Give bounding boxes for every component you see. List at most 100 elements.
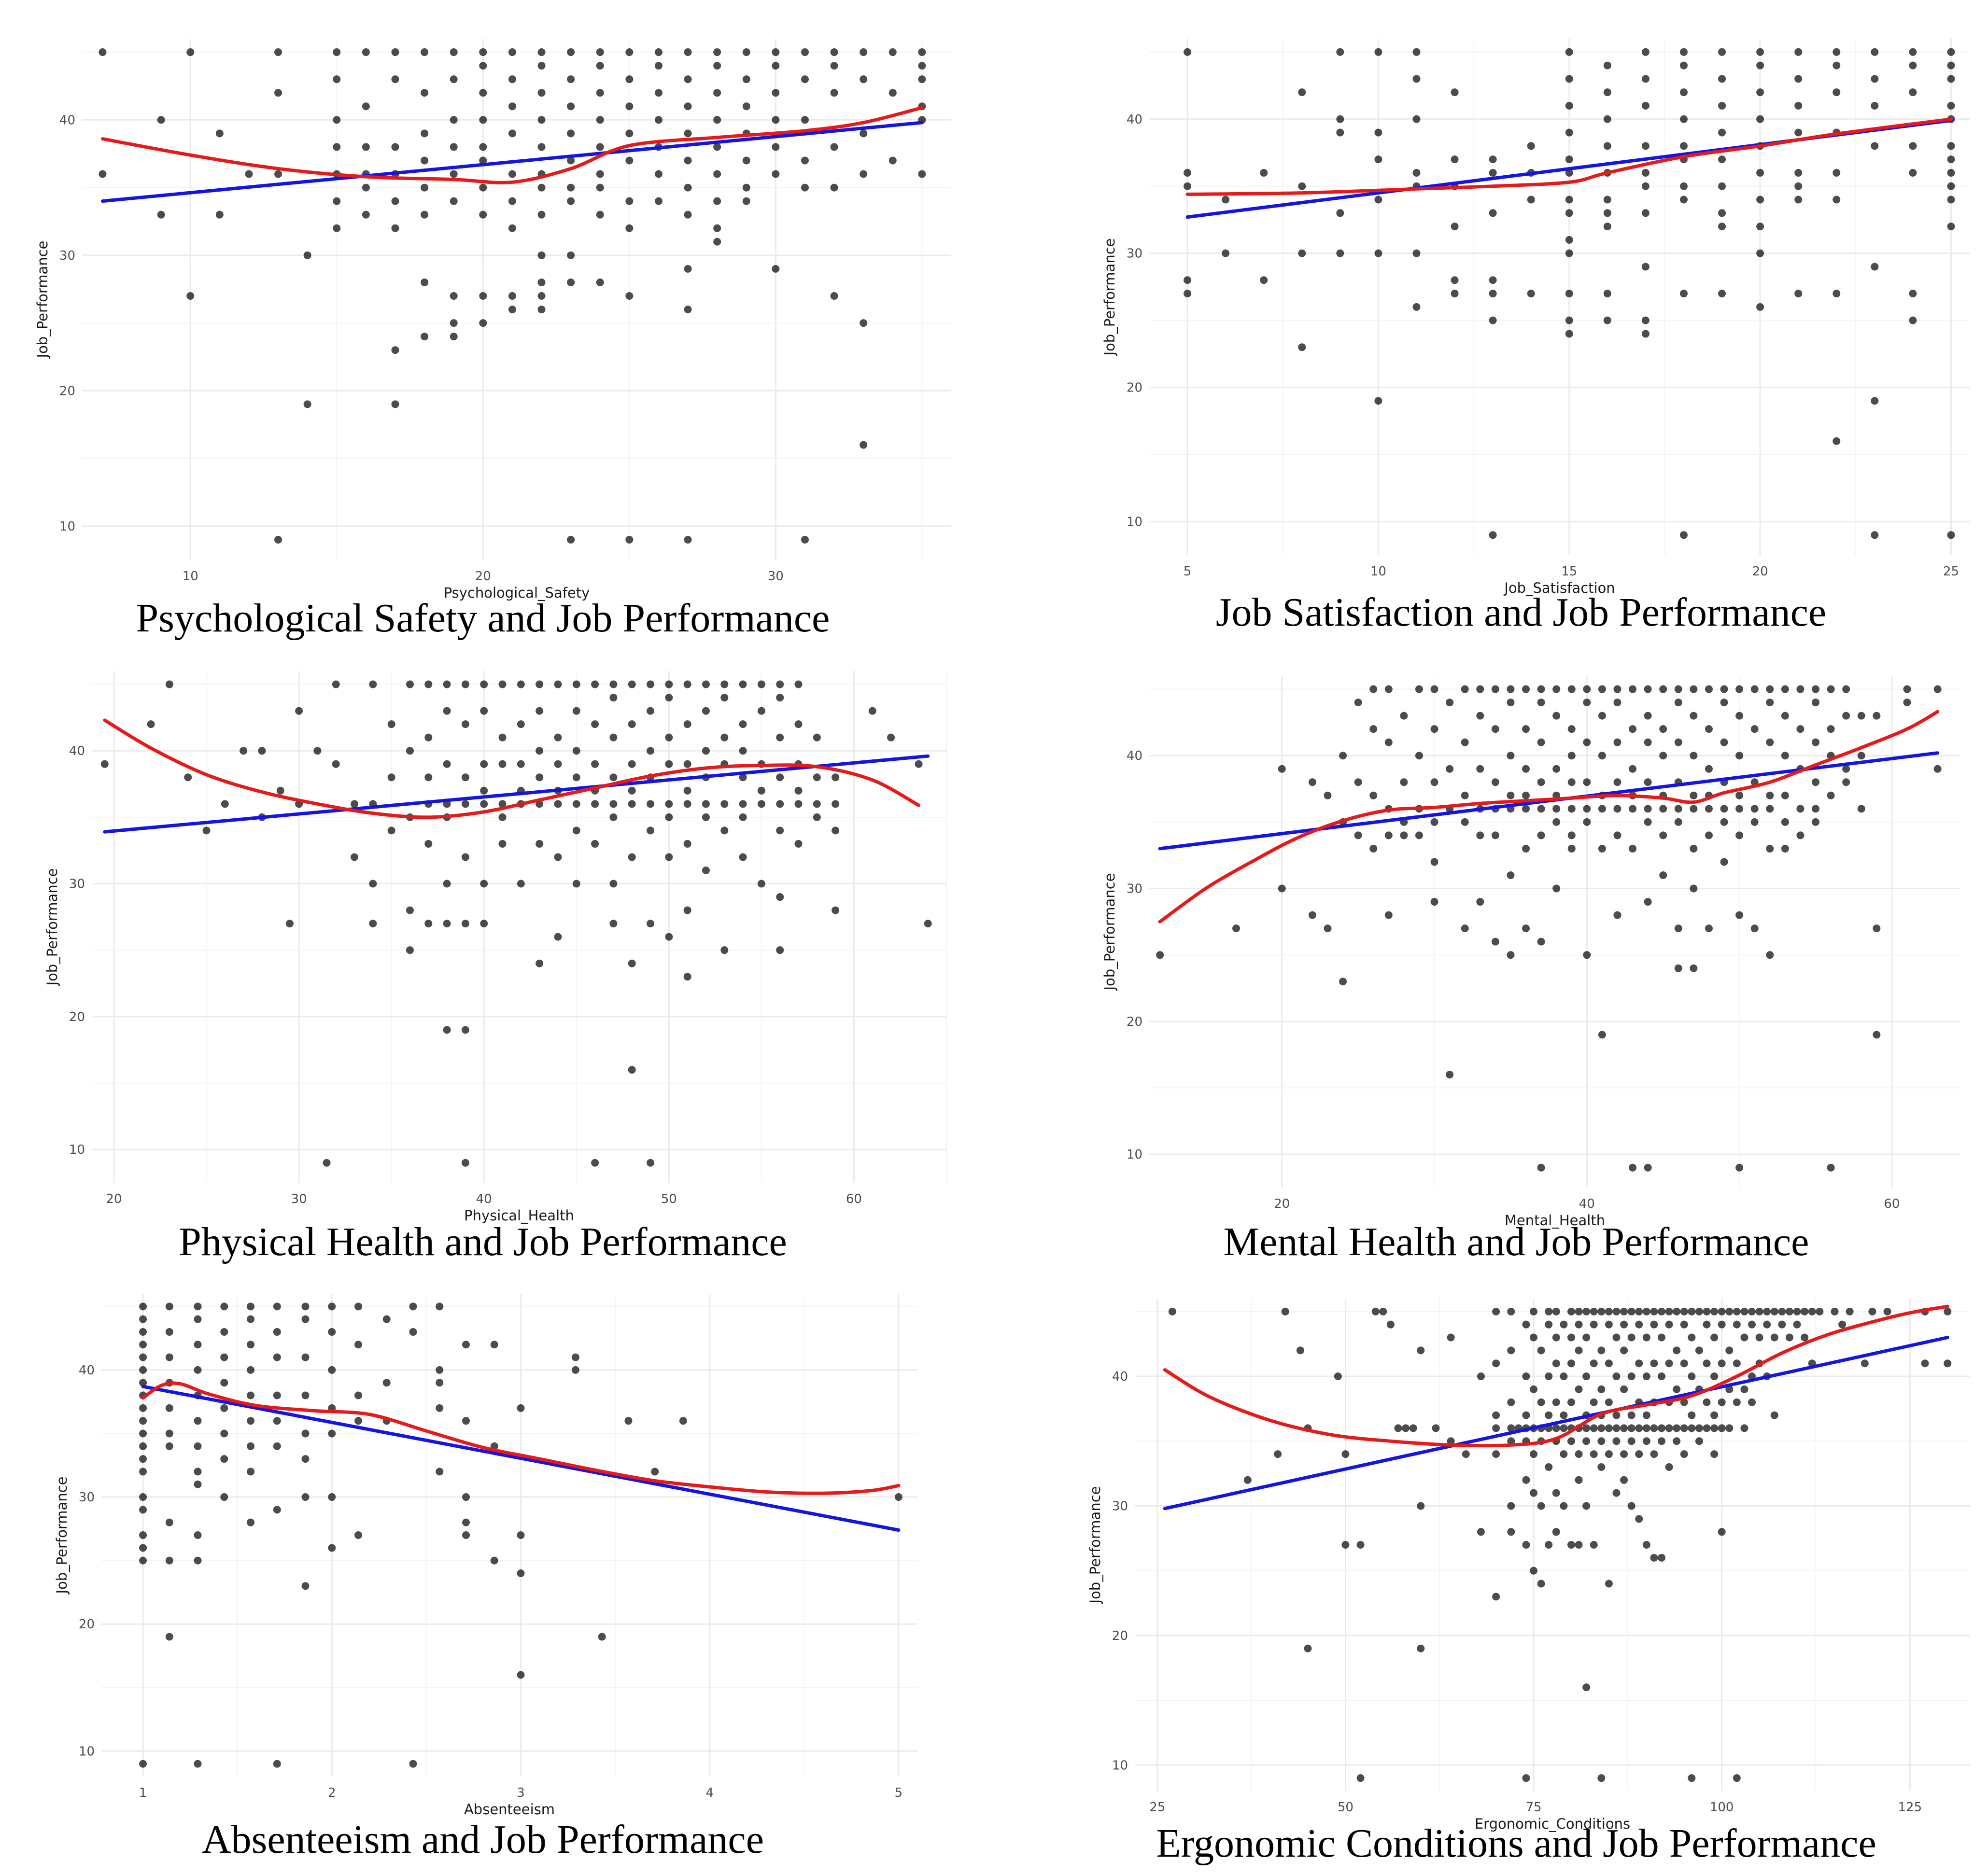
ergo-point: [1838, 1320, 1847, 1329]
mental-point: [1766, 738, 1774, 746]
absent-point: [165, 1404, 173, 1412]
physical-point: [443, 1026, 451, 1034]
mental-point: [1598, 685, 1606, 693]
ergo-point: [1507, 1437, 1515, 1445]
ergo-point: [1575, 1450, 1583, 1458]
jobsat-point: [1794, 196, 1803, 204]
absent-point: [139, 1366, 147, 1374]
psych-point: [186, 292, 195, 300]
physical-point: [572, 707, 580, 715]
physical-point: [591, 800, 599, 808]
psych-point: [801, 535, 809, 544]
physical-point: [572, 773, 580, 782]
mental-point: [1674, 699, 1682, 707]
ergo-point: [1627, 1424, 1636, 1432]
ergo-point: [1507, 1528, 1515, 1536]
mental-point: [1873, 1031, 1881, 1039]
ergo-point: [1530, 1489, 1538, 1497]
physical-point: [461, 720, 469, 728]
absent-x-axis-title: Absenteeism: [464, 1801, 555, 1818]
absent-point: [273, 1760, 281, 1768]
ergo-point: [1612, 1411, 1621, 1419]
ergo-point: [1620, 1450, 1628, 1458]
mental-point: [1705, 685, 1713, 693]
absent-point: [139, 1341, 147, 1349]
jobsat-point: [1603, 316, 1611, 324]
jobsat-point: [1794, 101, 1803, 110]
absent-point: [354, 1302, 363, 1311]
ergo-point: [1560, 1502, 1568, 1510]
jobsat-point: [1374, 397, 1382, 405]
psych-point: [508, 292, 516, 300]
ergo-point: [1642, 1307, 1650, 1315]
ergo-point: [1522, 1411, 1530, 1419]
ergo-point: [1710, 1450, 1719, 1458]
absent-point: [301, 1455, 310, 1463]
physical-point: [832, 906, 840, 914]
physical-point: [739, 773, 747, 782]
psych-point: [567, 48, 575, 56]
ergo-point: [1703, 1424, 1711, 1432]
ergo-point: [1680, 1450, 1688, 1458]
ergo-point: [1673, 1424, 1681, 1432]
physical-point: [498, 760, 507, 768]
ergo-point: [1642, 1372, 1650, 1381]
physical-point: [647, 800, 655, 808]
ergo-point: [1567, 1333, 1575, 1342]
psych-point: [537, 278, 546, 286]
psych-point: [713, 48, 721, 56]
psych-point: [684, 75, 692, 84]
physical-point: [647, 747, 655, 755]
ergo-point: [1612, 1489, 1621, 1497]
physical-point: [443, 760, 451, 768]
absent-point: [273, 1328, 281, 1336]
ergo-point: [1522, 1774, 1530, 1782]
physical-point: [572, 680, 580, 688]
mental-point: [1690, 844, 1698, 853]
absent-point: [436, 1404, 444, 1412]
psych-point: [801, 48, 809, 56]
ergo-point: [1703, 1320, 1711, 1329]
mental-point: [1583, 778, 1591, 786]
ergo-point: [1537, 1502, 1545, 1510]
ergo-point: [1582, 1307, 1591, 1315]
jobsat-y-tick-label: 30: [1127, 247, 1142, 261]
physical-point: [665, 933, 673, 941]
physical-point: [757, 707, 765, 715]
ergo-point: [1635, 1307, 1643, 1315]
jobsat-point: [1565, 168, 1573, 177]
mental-point: [1735, 831, 1744, 840]
absent-y-tick-label: 10: [79, 1744, 95, 1759]
ergo-point: [1545, 1372, 1553, 1381]
absent-point: [139, 1353, 147, 1361]
ergo-point: [1394, 1424, 1402, 1432]
absent-point: [894, 1493, 902, 1501]
mental-point: [1674, 685, 1682, 693]
physical-point: [628, 760, 636, 768]
ergo-point: [1657, 1307, 1665, 1315]
physical-y-tick-label: 40: [69, 744, 85, 758]
psych-point: [742, 183, 750, 192]
ergo-point: [1545, 1411, 1553, 1419]
psych-point: [830, 292, 838, 300]
mental-y-axis-title: Job_Performance: [1101, 873, 1118, 992]
absent-point: [165, 1633, 173, 1641]
mental-point: [1522, 765, 1530, 773]
ergo-point: [1530, 1333, 1538, 1342]
physical-point: [609, 773, 618, 782]
ergo-point: [1673, 1437, 1681, 1445]
ergo-point: [1567, 1359, 1575, 1368]
physical-point: [480, 800, 488, 808]
jobsat-point: [1947, 61, 1955, 70]
physical-point: [461, 920, 469, 928]
ergo-point: [1801, 1333, 1809, 1342]
psych-x-tick-label: 20: [475, 569, 491, 584]
psych-point: [684, 102, 692, 111]
psych-point: [625, 102, 634, 111]
mental-point: [1659, 805, 1667, 813]
mental-point: [1705, 924, 1713, 933]
mental-point: [1476, 831, 1484, 840]
psych-point: [860, 129, 868, 138]
mental-point: [1750, 725, 1759, 733]
mental-point: [1537, 831, 1545, 840]
